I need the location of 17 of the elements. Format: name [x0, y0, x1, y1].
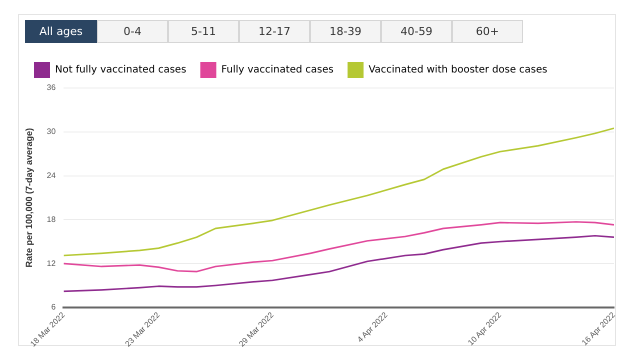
text: All ages [25, 20, 97, 43]
legend-label: Fully vaccinated cases [221, 64, 334, 76]
text: 12-17 [239, 20, 310, 43]
y-tick-label: 12 [46, 258, 56, 268]
legend-label: Vaccinated with booster dose cases [368, 64, 548, 76]
text: 40-59 [381, 20, 452, 43]
legend-label: Not fully vaccinated cases [55, 64, 186, 76]
text: 0-4 [97, 20, 168, 43]
y-tick-label: 36 [46, 83, 56, 92]
y-tick-label: 24 [46, 170, 56, 180]
y-tick-label: 6 [51, 302, 56, 312]
y-tick-label: 30 [46, 127, 56, 136]
text: 60+ [452, 20, 523, 43]
text: 18-39 [310, 20, 381, 43]
text: 5-11 [168, 20, 239, 43]
y-tick-label: 18 [46, 214, 56, 224]
y-axis-title: Rate per 100,000 (7-day average) [24, 128, 34, 268]
